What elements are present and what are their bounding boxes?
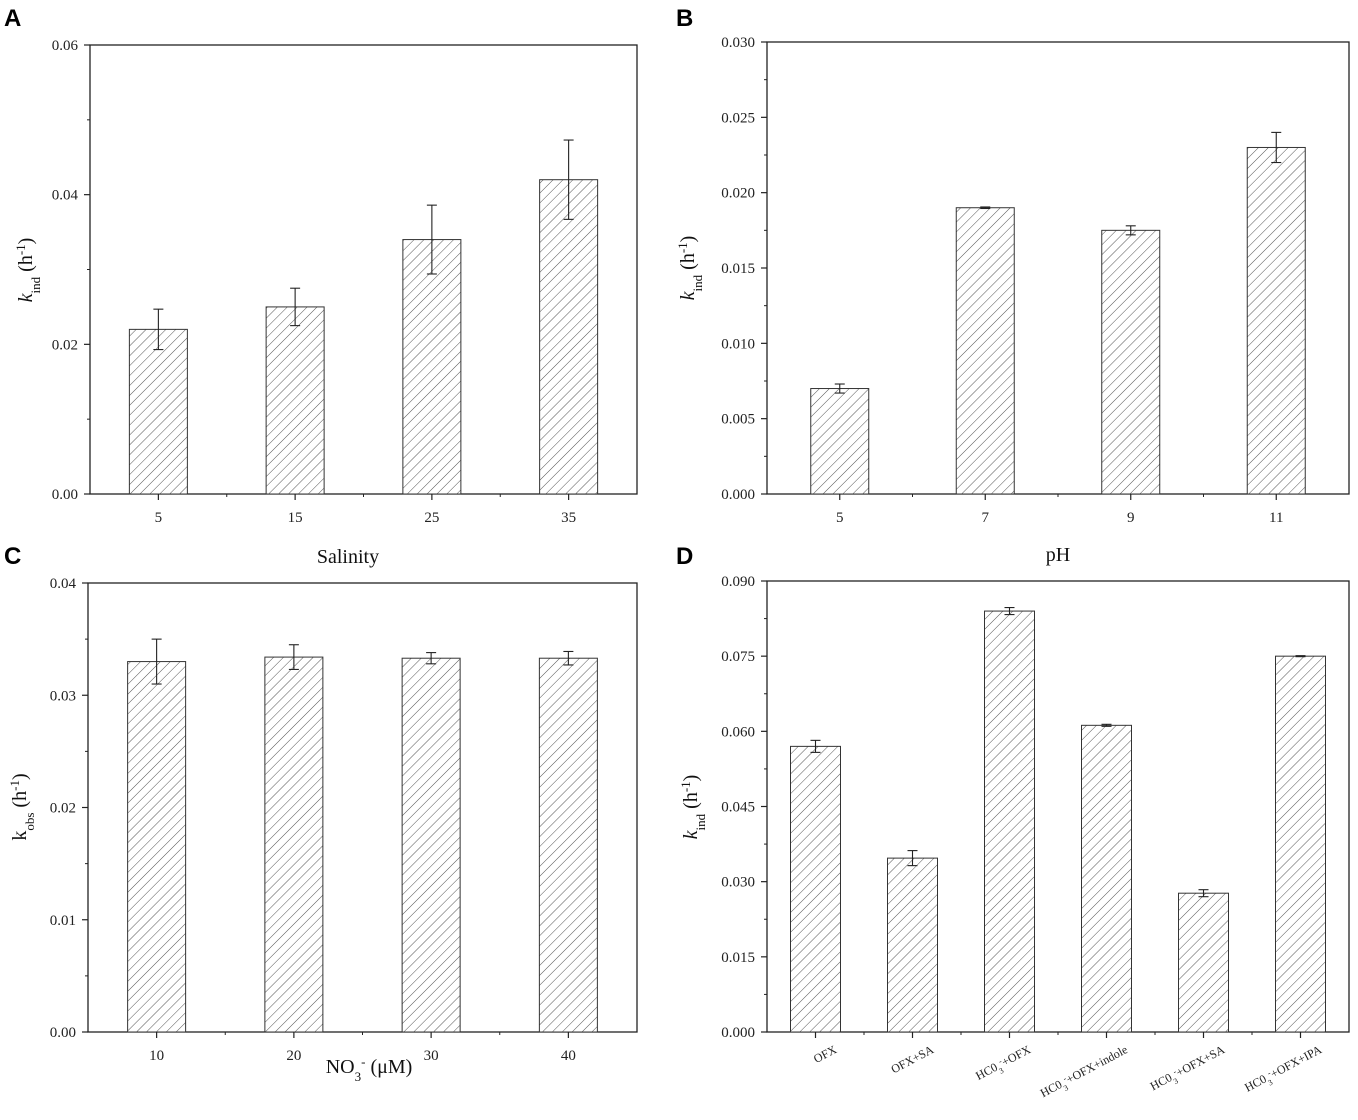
x-tick-label: HC03-+OFX+SA xyxy=(1147,1042,1228,1097)
x-axis-title: NO3- (μM) xyxy=(326,1054,413,1084)
x-tick-label: 40 xyxy=(561,1048,576,1064)
x-tick-label: 5 xyxy=(155,510,163,526)
y-axis-title: kind (h-1) xyxy=(13,238,43,303)
y-tick-label: 0.000 xyxy=(721,1025,755,1041)
chart-panel-c: 0.00 0.01 0.02 0.03 0.04 10 20 30 40 kobs (h-1) NO… xyxy=(4,543,638,1084)
y-tick-label: 0.000 xyxy=(721,487,755,503)
y-tick-label: 0.090 xyxy=(721,574,755,590)
bar xyxy=(810,388,870,495)
y-axis-title: kind (h-1) xyxy=(678,775,708,840)
bar xyxy=(1178,892,1229,1033)
x-tick-label: 11 xyxy=(1269,510,1283,526)
y-tick-label: 0.030 xyxy=(721,875,755,891)
panel-letter: B xyxy=(676,5,693,32)
plot-frame xyxy=(766,580,1350,1033)
x-tick-label: 30 xyxy=(424,1048,439,1064)
x-tick-label: 9 xyxy=(1127,510,1135,526)
x-tick-label: 35 xyxy=(561,510,576,526)
y-tick-label: 0.010 xyxy=(721,336,755,352)
bar xyxy=(1081,724,1132,1033)
x-tick-label: OFX+SA xyxy=(889,1042,937,1076)
x-axis-title: Salinity xyxy=(317,546,379,568)
x-tick-label: 5 xyxy=(836,510,844,526)
x-axis-title: pH xyxy=(1046,544,1070,566)
chart-panel-d: 0.000 0.015 0.030 0.045 0.060 0.075 0.090 OFX OF… xyxy=(676,543,1350,1103)
chart-panel-b: 0.000 0.005 0.010 0.015 0.020 0.025 0.030 5 7 9 11… xyxy=(675,5,1350,566)
bar xyxy=(538,657,598,1033)
x-tick-label: HC03-+OFX xyxy=(973,1042,1035,1086)
x-tick-label: HC03-+OFX+indole xyxy=(1038,1042,1132,1103)
bar xyxy=(1275,655,1326,1033)
y-tick-label: 0.01 xyxy=(50,913,76,929)
y-tick-label: 0.030 xyxy=(721,35,755,51)
bar xyxy=(265,306,325,495)
bar xyxy=(790,745,841,1033)
bar xyxy=(128,328,188,495)
y-tick-label: 0.06 xyxy=(52,38,79,54)
bar xyxy=(887,857,938,1033)
y-tick-label: 0.02 xyxy=(50,801,76,817)
panel-letter: A xyxy=(4,5,21,32)
panel-letter: D xyxy=(676,543,693,570)
x-tick-label: HC03-+OFX+IPA xyxy=(1242,1042,1326,1098)
x-tick-label: 20 xyxy=(286,1048,301,1064)
y-tick-label: 0.025 xyxy=(721,110,755,126)
x-tick-label: 10 xyxy=(149,1048,164,1064)
bar xyxy=(401,657,461,1033)
bar xyxy=(264,656,324,1033)
y-axis-title: kobs (h-1) xyxy=(7,773,37,840)
x-tick-label: 15 xyxy=(288,510,303,526)
bar xyxy=(402,239,462,495)
y-tick-label: 0.060 xyxy=(721,724,755,740)
y-tick-label: 0.015 xyxy=(721,950,755,966)
y-tick-label: 0.00 xyxy=(50,1025,76,1041)
bar xyxy=(1101,229,1161,495)
y-tick-label: 0.020 xyxy=(721,186,755,202)
y-tick-label: 0.03 xyxy=(50,688,76,704)
y-tick-label: 0.04 xyxy=(52,188,79,204)
bar xyxy=(984,610,1035,1033)
y-tick-label: 0.02 xyxy=(52,337,78,353)
y-axis-title: kind (h-1) xyxy=(675,236,705,301)
bar xyxy=(127,661,187,1033)
y-tick-label: 0.00 xyxy=(52,487,78,503)
x-tick-label: 7 xyxy=(982,510,990,526)
bar xyxy=(539,179,599,495)
y-tick-label: 0.04 xyxy=(50,576,77,592)
bar xyxy=(955,207,1015,495)
bar xyxy=(1246,146,1306,495)
y-tick-label: 0.075 xyxy=(721,649,755,665)
y-tick-label: 0.005 xyxy=(721,412,755,428)
panel-letter: C xyxy=(4,543,21,570)
chart-panel-a: 0.00 0.02 0.04 0.06 5 15 25 35 kind (h-1) Salinit… xyxy=(4,5,638,568)
x-tick-label: 25 xyxy=(424,510,439,526)
y-tick-label: 0.015 xyxy=(721,261,755,277)
x-tick-label: OFX xyxy=(811,1042,839,1066)
y-tick-label: 0.045 xyxy=(721,800,755,816)
